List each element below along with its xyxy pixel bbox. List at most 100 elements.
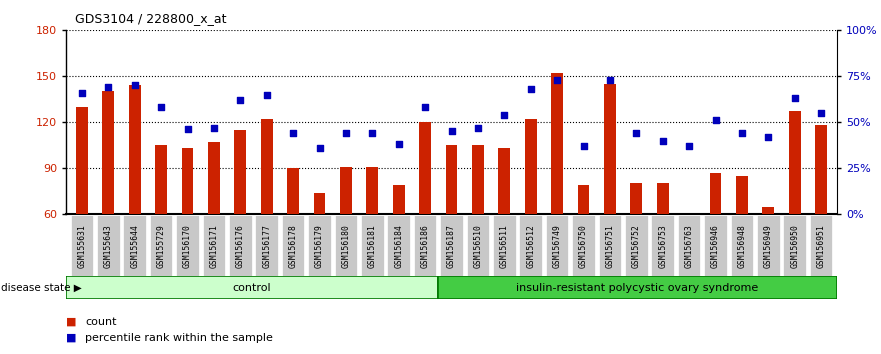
Text: disease state ▶: disease state ▶ bbox=[1, 282, 82, 293]
Bar bbox=[208, 142, 220, 214]
Point bbox=[286, 130, 300, 136]
Bar bbox=[499, 148, 510, 214]
Point bbox=[682, 143, 696, 149]
FancyBboxPatch shape bbox=[414, 216, 436, 276]
Bar bbox=[234, 130, 247, 214]
Bar bbox=[76, 107, 88, 214]
Point bbox=[181, 127, 195, 132]
Text: GSM156171: GSM156171 bbox=[210, 224, 218, 268]
FancyBboxPatch shape bbox=[123, 216, 146, 276]
Point bbox=[233, 97, 248, 103]
FancyBboxPatch shape bbox=[361, 216, 383, 276]
FancyBboxPatch shape bbox=[730, 216, 753, 276]
Bar bbox=[683, 214, 695, 302]
Text: GSM156752: GSM156752 bbox=[632, 224, 640, 268]
Text: GSM156184: GSM156184 bbox=[394, 224, 403, 268]
Bar bbox=[287, 168, 299, 214]
Bar bbox=[102, 91, 115, 214]
Text: GSM156512: GSM156512 bbox=[526, 224, 536, 268]
FancyBboxPatch shape bbox=[97, 216, 120, 276]
FancyBboxPatch shape bbox=[573, 216, 595, 276]
Text: GSM156511: GSM156511 bbox=[500, 224, 509, 268]
Point bbox=[444, 129, 458, 134]
Point bbox=[470, 125, 485, 131]
Point bbox=[550, 77, 564, 82]
Bar bbox=[525, 119, 537, 214]
Text: GSM156751: GSM156751 bbox=[605, 224, 614, 268]
Point bbox=[154, 104, 168, 110]
Bar bbox=[261, 119, 272, 214]
FancyBboxPatch shape bbox=[757, 216, 780, 276]
Bar bbox=[788, 112, 801, 214]
Text: GSM156181: GSM156181 bbox=[367, 224, 377, 268]
FancyBboxPatch shape bbox=[203, 216, 226, 276]
Text: GSM156948: GSM156948 bbox=[737, 224, 746, 268]
Text: GSM156750: GSM156750 bbox=[579, 224, 588, 268]
Point bbox=[708, 118, 722, 123]
Point bbox=[366, 130, 380, 136]
Point bbox=[629, 130, 643, 136]
Text: GSM156177: GSM156177 bbox=[263, 224, 271, 268]
Point bbox=[101, 84, 115, 90]
Text: GSM156180: GSM156180 bbox=[342, 224, 351, 268]
Text: GSM155729: GSM155729 bbox=[157, 224, 166, 268]
Text: control: control bbox=[233, 282, 271, 293]
Bar bbox=[709, 173, 722, 214]
Text: GSM156949: GSM156949 bbox=[764, 224, 773, 268]
FancyBboxPatch shape bbox=[438, 276, 837, 299]
Text: count: count bbox=[85, 317, 117, 327]
Bar bbox=[736, 176, 748, 214]
FancyBboxPatch shape bbox=[783, 216, 806, 276]
FancyBboxPatch shape bbox=[388, 216, 410, 276]
Text: GSM155643: GSM155643 bbox=[104, 224, 113, 268]
Text: GSM155631: GSM155631 bbox=[78, 224, 86, 268]
Bar bbox=[815, 125, 827, 214]
Point bbox=[260, 92, 274, 97]
Bar bbox=[129, 85, 141, 214]
Point bbox=[761, 134, 775, 140]
FancyBboxPatch shape bbox=[677, 216, 700, 276]
Bar bbox=[393, 185, 404, 214]
FancyBboxPatch shape bbox=[70, 216, 93, 276]
FancyBboxPatch shape bbox=[493, 216, 515, 276]
Text: percentile rank within the sample: percentile rank within the sample bbox=[85, 333, 273, 343]
Text: ■: ■ bbox=[66, 317, 77, 327]
Point bbox=[207, 125, 221, 131]
Bar bbox=[419, 122, 431, 214]
Text: GSM156763: GSM156763 bbox=[685, 224, 693, 268]
FancyBboxPatch shape bbox=[229, 216, 252, 276]
Text: GSM156186: GSM156186 bbox=[420, 224, 430, 268]
Bar bbox=[552, 73, 563, 214]
FancyBboxPatch shape bbox=[599, 216, 621, 276]
FancyBboxPatch shape bbox=[150, 216, 173, 276]
Text: GSM156749: GSM156749 bbox=[552, 224, 561, 268]
Text: GSM155644: GSM155644 bbox=[130, 224, 139, 268]
Bar bbox=[472, 145, 484, 214]
FancyBboxPatch shape bbox=[520, 216, 542, 276]
FancyBboxPatch shape bbox=[546, 216, 568, 276]
FancyBboxPatch shape bbox=[282, 216, 304, 276]
Point bbox=[523, 86, 537, 92]
Point bbox=[418, 104, 433, 110]
FancyBboxPatch shape bbox=[651, 216, 674, 276]
Bar bbox=[604, 84, 616, 214]
Bar bbox=[340, 167, 352, 214]
Bar bbox=[446, 145, 457, 214]
Point bbox=[576, 143, 590, 149]
Bar bbox=[366, 167, 378, 214]
Point bbox=[655, 138, 670, 143]
Text: GSM156510: GSM156510 bbox=[473, 224, 483, 268]
Text: GSM156176: GSM156176 bbox=[236, 224, 245, 268]
FancyBboxPatch shape bbox=[440, 216, 463, 276]
Bar bbox=[578, 185, 589, 214]
Point bbox=[339, 130, 353, 136]
FancyBboxPatch shape bbox=[255, 216, 278, 276]
Bar bbox=[762, 206, 774, 214]
Text: insulin-resistant polycystic ovary syndrome: insulin-resistant polycystic ovary syndr… bbox=[516, 282, 759, 293]
Text: GDS3104 / 228800_x_at: GDS3104 / 228800_x_at bbox=[75, 12, 226, 25]
Point bbox=[128, 82, 142, 88]
Text: ■: ■ bbox=[66, 333, 77, 343]
FancyBboxPatch shape bbox=[176, 216, 199, 276]
FancyBboxPatch shape bbox=[626, 216, 648, 276]
Point bbox=[497, 112, 511, 118]
